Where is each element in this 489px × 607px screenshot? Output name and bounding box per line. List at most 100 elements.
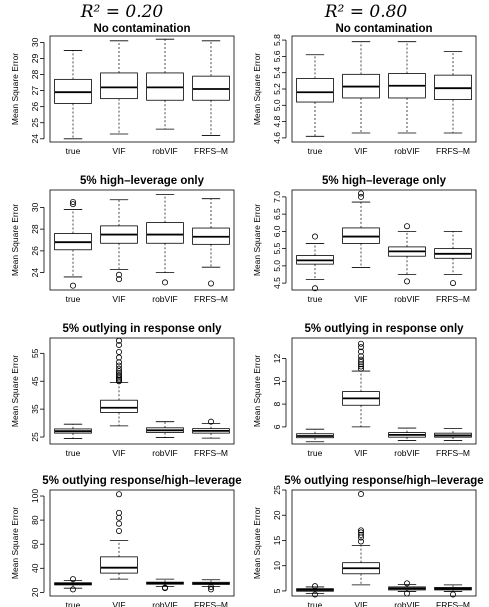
category-label: FRFS–M bbox=[194, 600, 228, 607]
outlier-point bbox=[116, 341, 123, 348]
outlier-point bbox=[357, 363, 364, 370]
outlier-point bbox=[403, 278, 410, 285]
y-tick-label: 6.5 bbox=[272, 208, 282, 220]
y-axis-label: Mean Square Error bbox=[10, 204, 20, 276]
box-true: true bbox=[296, 54, 334, 156]
y-tick-label: 26 bbox=[30, 102, 40, 112]
category-label: FRFS–M bbox=[194, 448, 228, 458]
outlier-point bbox=[357, 491, 364, 498]
y-tick-label: 25 bbox=[272, 485, 282, 495]
box-VIF: VIF bbox=[100, 337, 138, 458]
category-label: VIF bbox=[112, 448, 125, 458]
category-label: robVIF bbox=[152, 294, 178, 304]
outlier-point bbox=[357, 365, 364, 372]
outlier-point bbox=[357, 358, 364, 365]
panel-title: 5% outlying in response only bbox=[304, 323, 464, 335]
plot-frame bbox=[291, 489, 477, 597]
outlier-point bbox=[403, 223, 410, 230]
plot-frame bbox=[291, 337, 477, 445]
y-tick-label: 5.2 bbox=[272, 83, 282, 95]
y-tick-label: 5 bbox=[272, 588, 282, 593]
outlier-point bbox=[357, 531, 364, 538]
panel-title: No contamination bbox=[335, 23, 432, 35]
y-tick-label: 12 bbox=[272, 354, 282, 364]
category-label: robVIF bbox=[394, 146, 420, 156]
box-robVIF: robVIF bbox=[388, 223, 426, 304]
y-tick-label: 5.4 bbox=[272, 67, 282, 79]
outlier-point bbox=[116, 337, 123, 344]
outlier-point bbox=[449, 280, 456, 287]
outlier-point bbox=[161, 585, 168, 592]
outlier-point bbox=[357, 538, 364, 545]
outlier-point bbox=[449, 591, 456, 598]
outlier-point bbox=[70, 198, 77, 205]
category-label: FRFS–M bbox=[436, 146, 470, 156]
outlier-point bbox=[116, 372, 123, 379]
y-tick-label: 20 bbox=[272, 510, 282, 520]
box-robVIF: robVIF bbox=[388, 41, 426, 156]
box-true: true bbox=[54, 198, 92, 304]
outlier-point bbox=[116, 365, 123, 372]
category-label: robVIF bbox=[394, 294, 420, 304]
outlier-point bbox=[116, 359, 123, 366]
box-body bbox=[100, 399, 138, 413]
y-tick-label: 40 bbox=[30, 563, 40, 573]
box-true: true bbox=[54, 576, 92, 607]
category-label: robVIF bbox=[394, 448, 420, 458]
plot-frame bbox=[49, 489, 235, 597]
outlier-point bbox=[403, 580, 410, 587]
y-axis-label: Mean Square Error bbox=[10, 507, 20, 579]
category-label: VIF bbox=[354, 600, 367, 607]
outlier-point bbox=[311, 583, 318, 590]
panel-7: 5% outlying response/high–leverage 5 10 15 2… bbox=[252, 475, 484, 607]
y-axis-label: Mean Square Error bbox=[10, 355, 20, 427]
category-label: VIF bbox=[354, 294, 367, 304]
box-VIF: VIF bbox=[342, 340, 380, 458]
box-body bbox=[100, 72, 138, 100]
outlier-point bbox=[116, 348, 123, 355]
outlier-point bbox=[207, 280, 214, 287]
category-label: robVIF bbox=[152, 146, 178, 156]
box-FRFS–M: FRFS–M bbox=[434, 428, 472, 458]
category-label: true bbox=[66, 448, 81, 458]
panel-title: 5% outlying in response only bbox=[62, 323, 222, 335]
panel-3: 5% high–leverage only 4.5 5.0 5.5 6.0 6.5 7.0 M… bbox=[252, 175, 477, 304]
box-robVIF: robVIF bbox=[146, 193, 184, 304]
plot-frame bbox=[291, 35, 477, 143]
plot-frame bbox=[49, 337, 235, 445]
box-FRFS–M: FRFS–M bbox=[434, 51, 472, 156]
y-tick-label: 10 bbox=[272, 561, 282, 571]
panel-4: 5% outlying in response only 25 35 45 55 Mean… bbox=[10, 323, 235, 458]
y-tick-label: 60 bbox=[30, 539, 40, 549]
outlier-point bbox=[70, 282, 77, 289]
y-tick-label: 5.0 bbox=[272, 260, 282, 272]
y-tick-label: 80 bbox=[30, 515, 40, 525]
category-label: true bbox=[308, 294, 323, 304]
y-tick-label: 4.8 bbox=[272, 115, 282, 127]
box-VIF: VIF bbox=[342, 491, 380, 607]
y-tick-label: 15 bbox=[272, 535, 282, 545]
column-title-left: R² = 0.20 bbox=[80, 2, 164, 22]
y-tick-label: 4.6 bbox=[272, 132, 282, 144]
category-label: robVIF bbox=[152, 600, 178, 607]
box-VIF: VIF bbox=[100, 199, 138, 304]
category-label: true bbox=[66, 600, 81, 607]
plot-frame bbox=[49, 189, 235, 291]
panel-title: 5% high–leverage only bbox=[80, 175, 205, 187]
panel-2: 5% high–leverage only 24 26 28 30 Mean Square… bbox=[10, 175, 235, 304]
outlier-point bbox=[207, 586, 214, 593]
outlier-point bbox=[70, 201, 77, 208]
outlier-point bbox=[357, 193, 364, 200]
outlier-point bbox=[116, 527, 123, 534]
column-title-right: R² = 0.80 bbox=[324, 2, 408, 22]
box-FRFS–M: FRFS–M bbox=[434, 584, 472, 607]
panel-5: 5% outlying in response only 6 8 10 12 Mean S… bbox=[252, 323, 477, 458]
panel-title: 5% high–leverage only bbox=[322, 175, 447, 187]
y-tick-label: 25 bbox=[30, 118, 40, 128]
y-axis-label: Mean Square Error bbox=[252, 53, 262, 125]
box-body bbox=[100, 556, 138, 574]
y-tick-label: 4.5 bbox=[272, 277, 282, 289]
outlier-point bbox=[403, 590, 410, 597]
box-body bbox=[146, 222, 184, 244]
